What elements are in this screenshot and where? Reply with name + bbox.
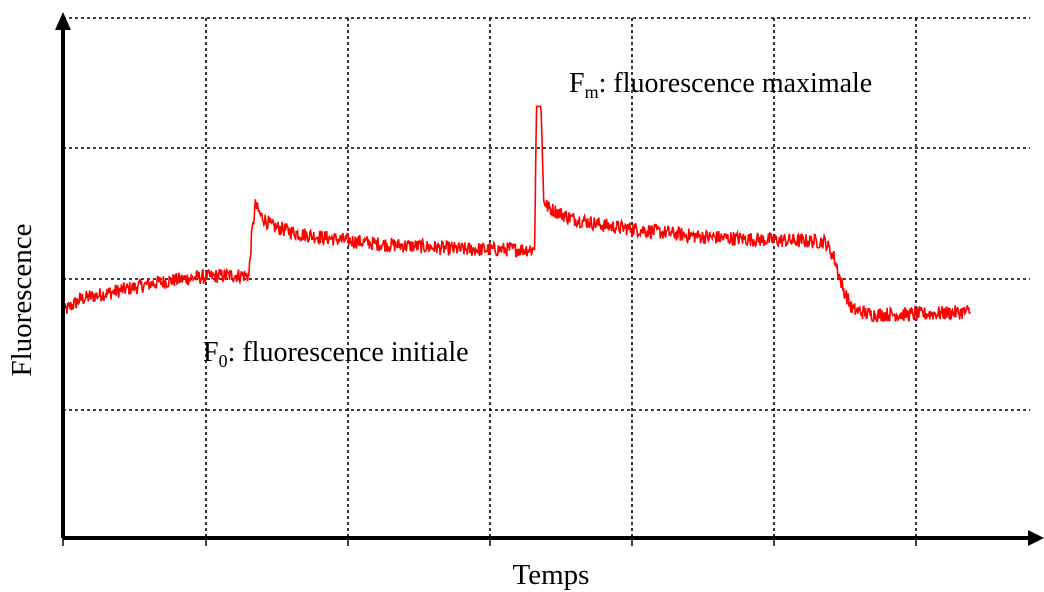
annotation-fm-sub: m	[585, 82, 599, 102]
annotation-f0-base: F	[203, 337, 219, 368]
x-axis-label: Temps	[513, 559, 590, 591]
annotation-f0: F0: fluorescence initiale	[203, 337, 469, 371]
annotation-f0-text: : fluorescence initiale	[228, 337, 469, 368]
y-axis-arrow	[55, 12, 71, 30]
annotation-fm-text: : fluorescence maximale	[599, 68, 873, 99]
annotation-f0-sub: 0	[219, 351, 228, 371]
fluorescence-line	[62, 105, 971, 323]
y-axis-label: Fluorescence	[6, 224, 38, 377]
annotation-fm-base: F	[569, 68, 585, 99]
grid	[63, 17, 1030, 538]
x-axis-arrow	[1028, 530, 1044, 546]
axes	[55, 12, 1044, 546]
annotation-fm: Fm: fluorescence maximale	[569, 68, 872, 102]
